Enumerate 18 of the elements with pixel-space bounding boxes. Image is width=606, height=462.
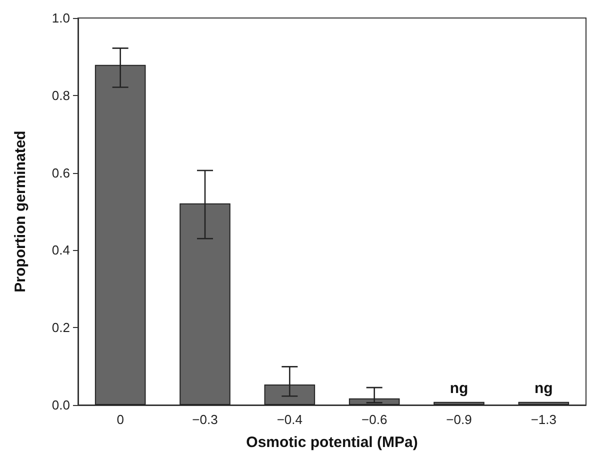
- x-tick-label: 0: [116, 412, 124, 427]
- x-tick-label: −0.3: [192, 412, 218, 427]
- annotation: ng: [450, 380, 468, 397]
- x-tick-label: −0.6: [361, 412, 388, 427]
- y-tick-label: 0.8: [52, 88, 70, 103]
- y-tick-label: 1.0: [52, 10, 70, 26]
- y-axis-title: Proportion germinated: [12, 130, 29, 292]
- x-tick-label: −0.4: [276, 412, 303, 427]
- annotation: ng: [534, 380, 553, 397]
- x-tick-label: −1.3: [530, 412, 557, 427]
- bar: [434, 402, 484, 405]
- y-tick-label: 0.6: [52, 165, 70, 180]
- y-tick-label: 0.2: [52, 320, 70, 336]
- x-axis-title: Osmotic potential (MPa): [246, 434, 418, 451]
- y-tick-label: 0.4: [52, 242, 70, 258]
- bar: [518, 402, 570, 405]
- x-tick-label: −0.9: [446, 412, 472, 427]
- y-tick-label: 0.0: [52, 398, 70, 412]
